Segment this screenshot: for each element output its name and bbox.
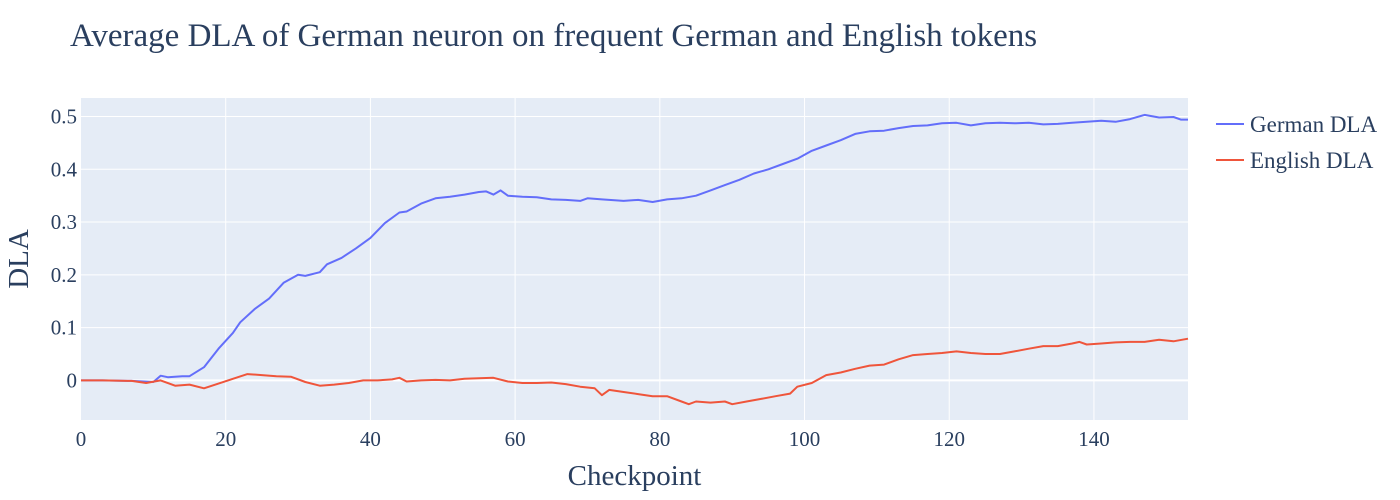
- x-tick-label: 100: [789, 427, 821, 451]
- x-tick-label: 80: [649, 427, 670, 451]
- chart-title: Average DLA of German neuron on frequent…: [70, 18, 1038, 54]
- y-tick-label: 0.2: [51, 263, 77, 287]
- y-tick-label: 0.5: [51, 104, 77, 128]
- y-tick-label: 0.4: [51, 157, 78, 181]
- legend-item-0[interactable]: German DLA: [1216, 112, 1377, 137]
- legend-item-1[interactable]: English DLA: [1216, 148, 1374, 173]
- x-tick-label: 120: [933, 427, 965, 451]
- y-tick-labels: 0 0.1 0.2 0.3 0.4 0.5: [51, 104, 78, 392]
- x-tick-label: 0: [76, 427, 87, 451]
- x-tick-label: 20: [215, 427, 236, 451]
- series-lines: [81, 113, 1189, 406]
- legend-label: English DLA: [1250, 148, 1374, 173]
- x-tick-label: 60: [505, 427, 526, 451]
- x-axis-title: Checkpoint: [568, 460, 702, 492]
- series-line-1: [81, 337, 1189, 406]
- y-tick-label: 0: [67, 368, 78, 392]
- y-axis-title: DLA: [3, 229, 35, 289]
- legend[interactable]: German DLA English DLA: [1216, 112, 1377, 173]
- series-line-0: [81, 113, 1188, 383]
- x-tick-labels: 0 20 40 60 80 100 120 140: [76, 427, 1110, 451]
- plot-background: [81, 98, 1188, 420]
- grid-lines: [81, 98, 1188, 420]
- y-tick-label: 0.3: [51, 210, 77, 234]
- x-tick-label: 40: [360, 427, 381, 451]
- y-tick-label: 0.1: [51, 316, 77, 340]
- legend-label: German DLA: [1250, 112, 1377, 137]
- x-tick-label: 140: [1078, 427, 1110, 451]
